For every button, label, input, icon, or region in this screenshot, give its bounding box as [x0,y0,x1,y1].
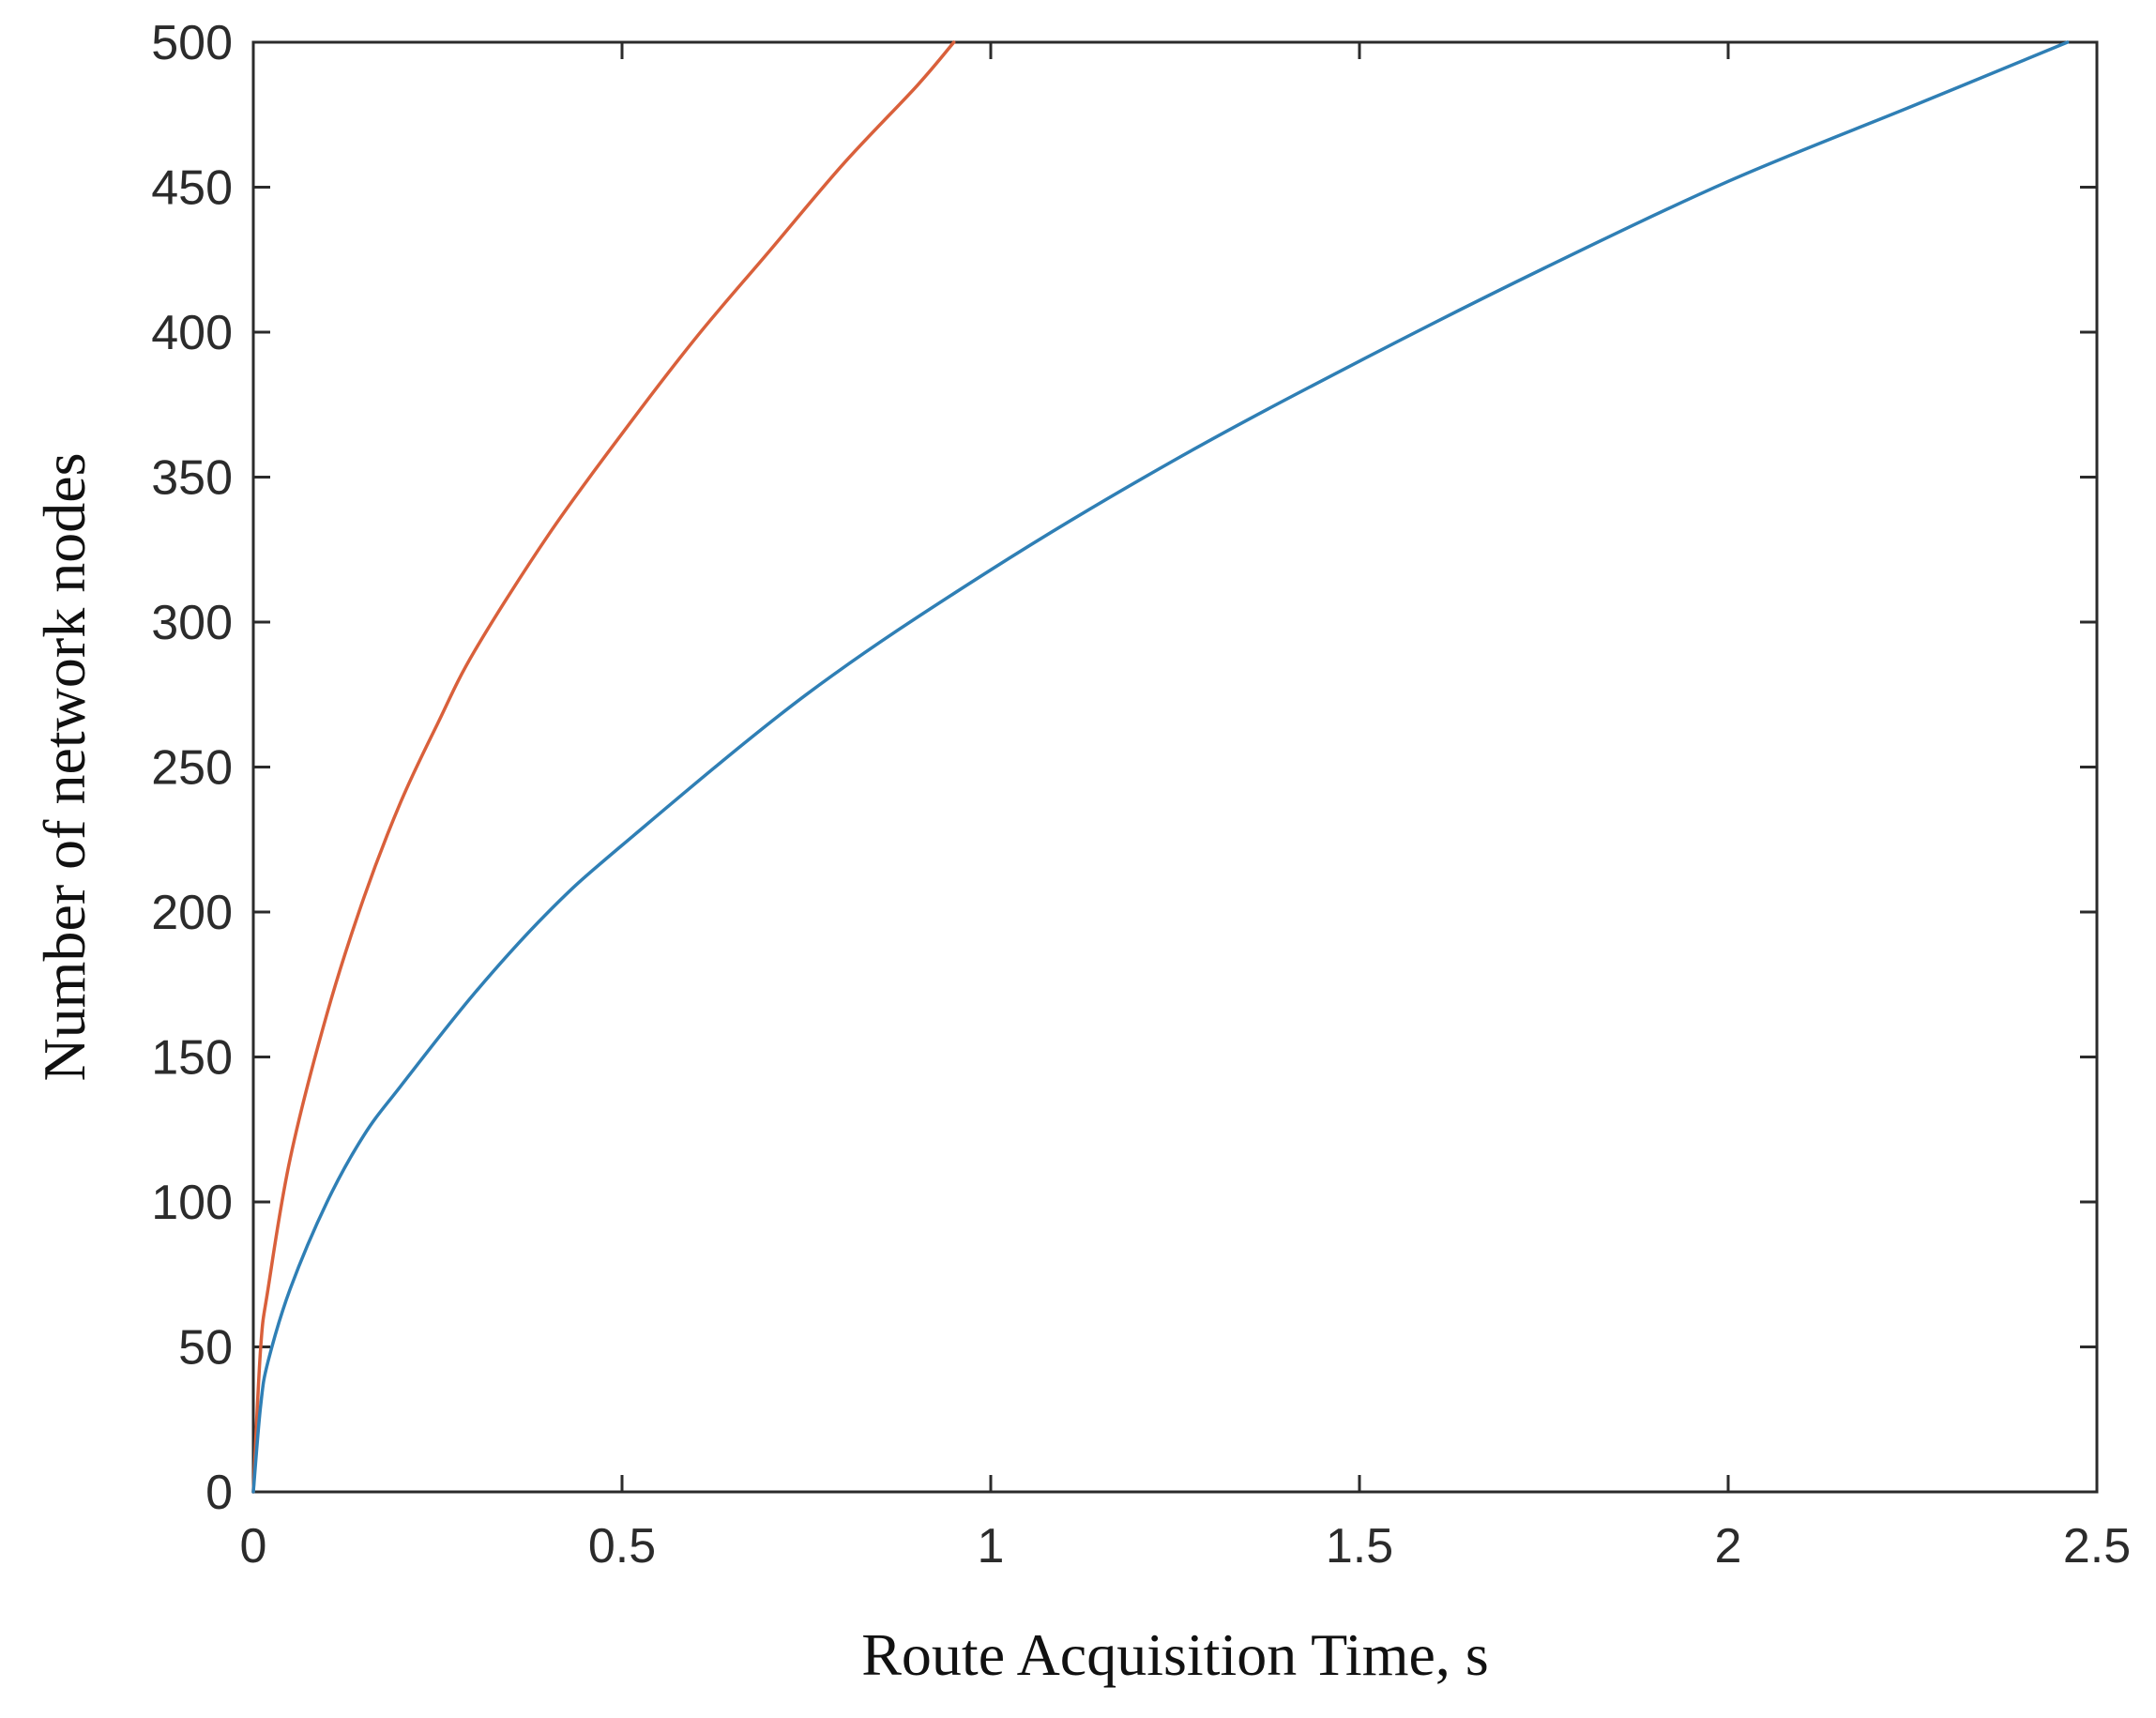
series-line-1 [251,40,956,1494]
x-axis-title: Route Acquisition Time, s [861,1621,1489,1688]
series-line-2 [251,40,2070,1494]
y-tick-label: 100 [151,1176,233,1230]
y-tick-label: 0 [205,1466,233,1520]
y-axis-title: Number of network nodes [31,452,98,1081]
y-tick-label: 50 [178,1321,233,1376]
x-tick-label: 1.5 [1326,1519,1393,1574]
y-tick-label: 150 [151,1031,233,1086]
y-tick-label: 400 [151,306,233,360]
x-tick-label: 0 [240,1519,267,1574]
y-tick-label: 350 [151,451,233,506]
x-tick-label: 1 [978,1519,1005,1574]
y-tick-label: 500 [151,16,233,70]
y-tick-label: 200 [151,886,233,940]
x-tick-label: 2 [1715,1519,1742,1574]
y-axis-ticks: 0 50 100 150 200 250 300 350 400 450 500 [151,16,2097,1520]
y-tick-label: 450 [151,161,233,216]
x-tick-label: 0.5 [588,1519,656,1574]
x-axis-ticks: 0 0.5 1 1.5 2 2.5 [240,42,2131,1574]
x-tick-label: 2.5 [2063,1519,2131,1574]
y-tick-label: 300 [151,596,233,650]
series-layer [251,40,2070,1494]
plot-frame [251,40,2099,1494]
y-tick-label: 250 [151,741,233,796]
